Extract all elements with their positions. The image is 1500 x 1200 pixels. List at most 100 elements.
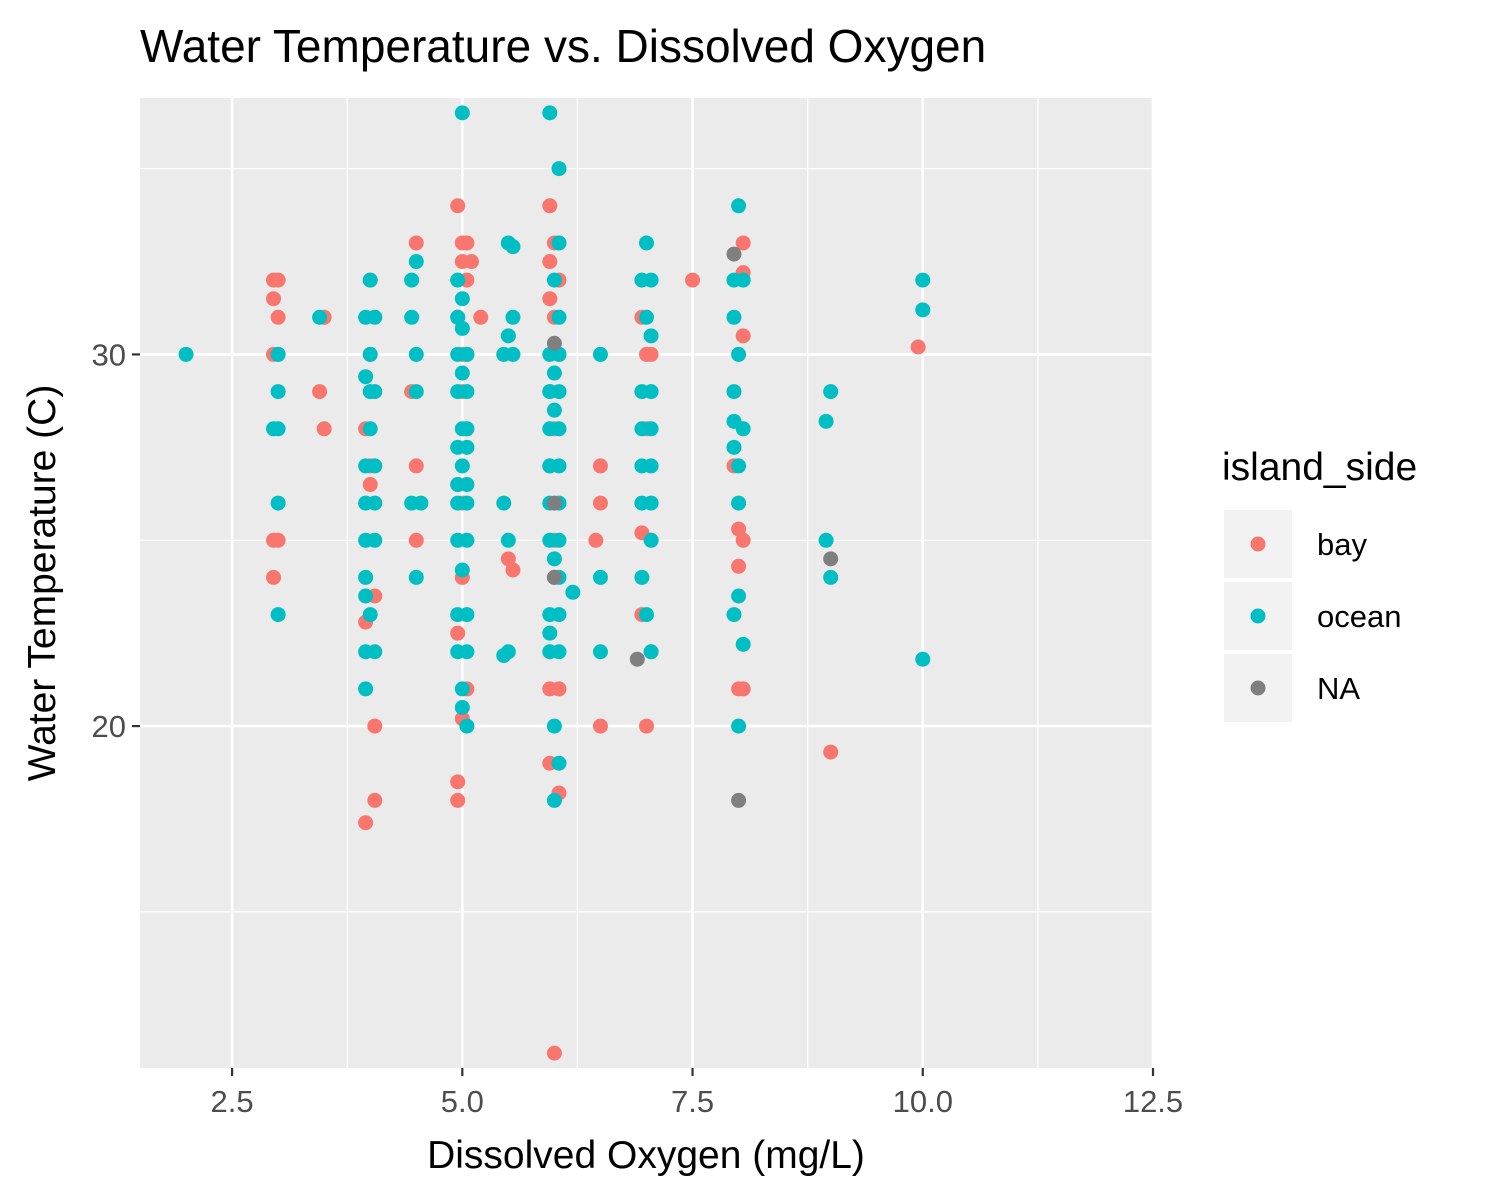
- point-ocean: [735, 636, 751, 652]
- point-bay: [367, 792, 383, 808]
- point-bay: [408, 235, 424, 251]
- point-ocean: [459, 644, 475, 660]
- point-bay: [408, 532, 424, 548]
- point-ocean: [312, 309, 328, 325]
- point-bay: [731, 558, 747, 574]
- point-ocean: [551, 755, 567, 771]
- point-ocean: [546, 365, 562, 381]
- point-ocean: [408, 254, 424, 270]
- point-ocean: [726, 607, 742, 623]
- point-ocean: [726, 309, 742, 325]
- x-axis-ticks: 2.5 5.0 7.5 10.0 12.5: [211, 1068, 1183, 1119]
- point-ocean: [915, 302, 931, 318]
- point-bay: [592, 458, 608, 474]
- legend-marker-bay: [1250, 536, 1266, 552]
- point-ocean: [367, 309, 383, 325]
- point-ocean: [454, 458, 470, 474]
- x-axis-title: Dissolved Oxygen (mg/L): [427, 1134, 865, 1177]
- point-bay: [459, 235, 475, 251]
- point-na: [546, 569, 562, 585]
- point-ocean: [542, 105, 558, 121]
- point-ocean: [404, 309, 420, 325]
- point-ocean: [551, 607, 567, 623]
- point-ocean: [454, 681, 470, 697]
- point-ocean: [270, 607, 286, 623]
- legend-title: island_side: [1222, 446, 1417, 489]
- point-bay: [450, 774, 466, 790]
- point-ocean: [915, 272, 931, 288]
- point-ocean: [459, 607, 475, 623]
- point-bay: [316, 421, 332, 437]
- legend-marker-na: [1250, 680, 1266, 696]
- point-ocean: [270, 495, 286, 511]
- point-bay: [551, 681, 567, 697]
- point-bay: [542, 198, 558, 214]
- point-bay: [362, 477, 378, 493]
- point-ocean: [178, 346, 194, 362]
- point-ocean: [362, 272, 378, 288]
- point-ocean: [731, 458, 747, 474]
- point-ocean: [454, 700, 470, 716]
- point-ocean: [459, 384, 475, 400]
- point-bay: [358, 815, 374, 831]
- point-ocean: [731, 495, 747, 511]
- point-bay: [910, 339, 926, 355]
- point-ocean: [735, 272, 751, 288]
- chart-title: Water Temperature vs. Dissolved Oxygen: [140, 20, 986, 72]
- point-ocean: [454, 291, 470, 307]
- point-ocean: [643, 458, 659, 474]
- point-ocean: [459, 421, 475, 437]
- point-bay: [823, 744, 839, 760]
- point-ocean: [634, 569, 650, 585]
- point-ocean: [731, 588, 747, 604]
- legend: island_side bay ocean NA: [1222, 446, 1417, 722]
- point-ocean: [408, 346, 424, 362]
- point-ocean: [551, 161, 567, 177]
- point-bay: [588, 532, 604, 548]
- point-ocean: [643, 384, 659, 400]
- point-bay: [450, 198, 466, 214]
- point-ocean: [496, 647, 512, 663]
- point-bay: [464, 254, 480, 270]
- point-ocean: [367, 458, 383, 474]
- point-ocean: [459, 532, 475, 548]
- point-ocean: [823, 384, 839, 400]
- point-ocean: [459, 718, 475, 734]
- point-bay: [367, 718, 383, 734]
- point-ocean: [643, 644, 659, 660]
- point-ocean: [643, 272, 659, 288]
- point-ocean: [643, 495, 659, 511]
- point-bay: [643, 346, 659, 362]
- point-bay: [735, 681, 751, 697]
- point-ocean: [915, 651, 931, 667]
- point-ocean: [731, 718, 747, 734]
- point-bay: [639, 718, 654, 734]
- point-bay: [266, 291, 282, 307]
- point-ocean: [592, 569, 608, 585]
- point-bay: [450, 625, 466, 641]
- point-ocean: [454, 105, 470, 121]
- point-bay: [735, 235, 751, 251]
- point-ocean: [367, 644, 383, 660]
- point-ocean: [592, 346, 608, 362]
- point-ocean: [639, 607, 654, 623]
- point-ocean: [358, 369, 374, 385]
- point-ocean: [551, 532, 567, 548]
- point-ocean: [505, 239, 521, 255]
- point-bay: [408, 458, 424, 474]
- point-ocean: [496, 495, 512, 511]
- legend-label-bay: bay: [1317, 527, 1367, 562]
- point-ocean: [546, 718, 562, 734]
- point-ocean: [551, 644, 567, 660]
- point-ocean: [546, 792, 562, 808]
- point-ocean: [565, 584, 581, 600]
- point-ocean: [735, 421, 751, 437]
- point-ocean: [551, 421, 567, 437]
- point-ocean: [367, 384, 383, 400]
- point-bay: [312, 384, 328, 400]
- point-ocean: [551, 309, 567, 325]
- point-ocean: [818, 532, 834, 548]
- point-ocean: [358, 569, 374, 585]
- point-ocean: [266, 421, 282, 437]
